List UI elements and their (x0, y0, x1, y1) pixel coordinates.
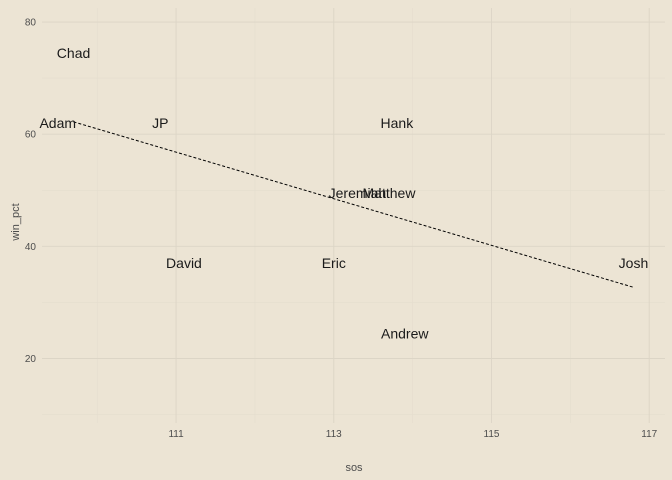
trend-line (73, 121, 634, 288)
y-axis-title: win_pct (10, 203, 22, 241)
point-label: Chad (57, 45, 90, 61)
x-axis-title: sos (345, 462, 363, 474)
y-tick-label: 60 (25, 130, 37, 141)
x-tick-label: 113 (326, 429, 342, 440)
point-label: Andrew (381, 325, 429, 341)
point-label: Jeremiah (329, 185, 387, 201)
x-tick-labels: 111 113 115 117 (168, 429, 657, 440)
y-tick-labels: 20 40 60 80 (25, 18, 37, 365)
point-label: Matthew (363, 185, 417, 201)
y-tick-label: 40 (25, 242, 37, 253)
trend-line-group (73, 121, 634, 288)
x-tick-label: 111 (168, 429, 184, 440)
x-tick-label: 115 (484, 429, 500, 440)
y-tick-label: 20 (25, 354, 37, 365)
x-tick-label: 117 (641, 429, 657, 440)
point-label: Hank (381, 115, 415, 131)
point-label: JP (152, 115, 168, 131)
point-label: Eric (322, 255, 346, 271)
y-tick-label: 80 (25, 18, 37, 29)
point-label: Adam (39, 115, 76, 131)
point-label: Josh (619, 255, 649, 271)
grid (42, 8, 665, 423)
point-label: David (166, 255, 202, 271)
